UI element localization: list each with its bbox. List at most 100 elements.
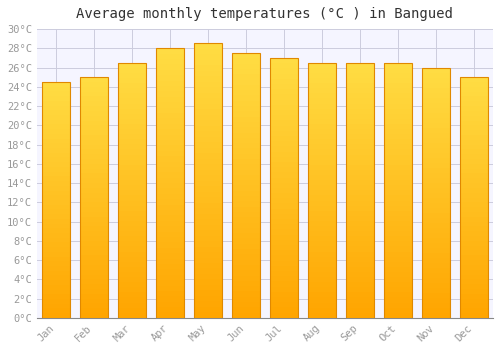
Bar [118,73,146,78]
Bar [42,96,70,101]
Bar [42,224,70,228]
Bar [346,262,374,267]
Bar [232,238,260,244]
Bar [384,205,411,211]
Bar [384,98,411,104]
Bar [308,236,336,242]
Bar [346,246,374,252]
Bar [80,97,108,101]
Bar [270,89,297,94]
Bar [118,241,146,246]
Bar [270,271,297,276]
Bar [156,151,184,156]
Bar [232,101,260,106]
Bar [270,136,297,141]
Bar [80,289,108,294]
Bar [232,111,260,117]
Bar [194,274,222,279]
Bar [194,252,222,258]
Bar [118,272,146,277]
Bar [156,118,184,124]
Bar [80,145,108,149]
Bar [232,206,260,212]
Bar [460,231,487,236]
Bar [42,82,70,87]
Bar [118,302,146,308]
Bar [346,78,374,83]
Bar [346,108,374,114]
Bar [384,221,411,226]
Bar [460,77,487,82]
Bar [270,276,297,281]
Bar [118,211,146,216]
Bar [194,301,222,307]
Bar [42,158,70,162]
Bar [346,63,374,318]
Bar [384,313,411,318]
Bar [42,167,70,172]
Bar [460,77,487,318]
Bar [460,294,487,299]
Bar [42,289,70,294]
Bar [460,222,487,226]
Bar [156,172,184,178]
Bar [346,88,374,93]
Bar [118,93,146,98]
Bar [346,165,374,170]
Bar [156,264,184,270]
Bar [118,216,146,221]
Bar [270,74,297,79]
Bar [42,172,70,176]
Bar [118,282,146,287]
Bar [194,82,222,88]
Bar [118,119,146,124]
Bar [308,63,336,68]
Bar [232,223,260,228]
Bar [384,282,411,287]
Bar [80,299,108,303]
Bar [232,74,260,79]
Bar [346,267,374,272]
Bar [270,297,297,302]
Bar [460,101,487,106]
Bar [346,195,374,201]
Bar [308,149,336,155]
Bar [346,160,374,165]
Bar [422,263,450,268]
Bar [80,77,108,318]
Bar [346,129,374,134]
Bar [460,212,487,217]
Bar [118,63,146,68]
Bar [308,190,336,195]
Bar [80,116,108,120]
Bar [156,237,184,243]
Bar [194,120,222,126]
Bar [156,129,184,134]
Bar [422,103,450,107]
Bar [194,208,222,214]
Bar [42,275,70,280]
Bar [308,83,336,88]
Bar [42,285,70,289]
Bar [156,275,184,280]
Bar [460,226,487,231]
Bar [346,241,374,246]
Bar [270,188,297,193]
Bar [80,241,108,246]
Bar [118,308,146,313]
Bar [460,125,487,130]
Bar [194,214,222,219]
Bar [422,148,450,153]
Bar [308,241,336,246]
Bar [232,307,260,313]
Bar [308,180,336,185]
Bar [384,257,411,262]
Bar [384,63,411,318]
Bar [80,284,108,289]
Bar [460,265,487,270]
Bar [118,236,146,242]
Bar [80,270,108,274]
Bar [232,154,260,159]
Bar [156,97,184,102]
Bar [232,260,260,265]
